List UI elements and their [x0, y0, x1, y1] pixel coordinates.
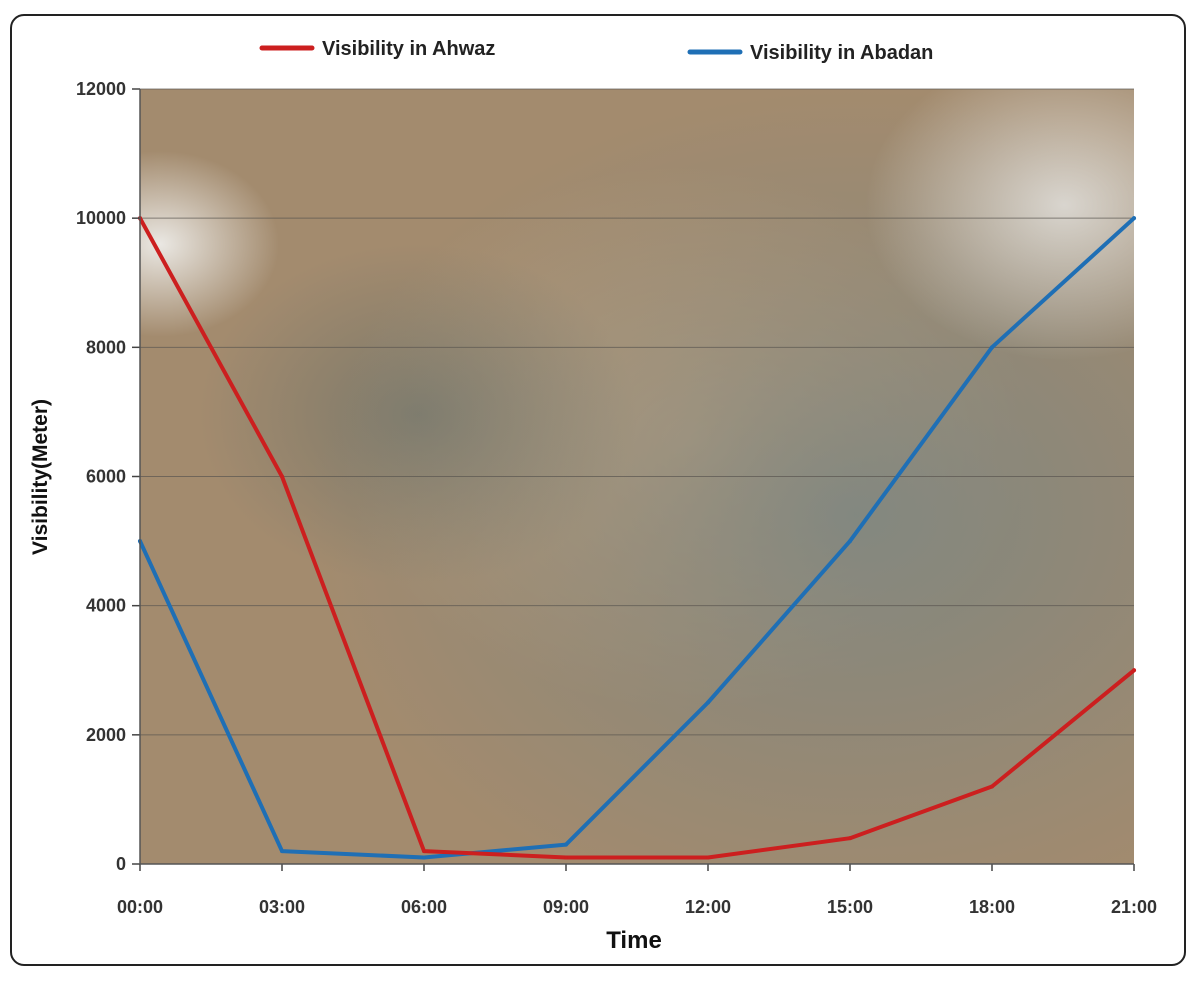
data-point-visibility-in-ahwaz [280, 474, 284, 479]
x-tick-label: 03:00 [259, 897, 305, 917]
y-tick-label: 10000 [76, 208, 126, 228]
y-tick-label: 2000 [86, 725, 126, 745]
y-tick-label: 8000 [86, 337, 126, 357]
y-tick-label: 0 [116, 854, 126, 874]
data-point-visibility-in-abadan [706, 700, 710, 705]
x-tick-label: 00:00 [117, 897, 163, 917]
x-tick-label: 15:00 [827, 897, 873, 917]
series-line-visibility-in-ahwaz [138, 216, 1136, 860]
y-axis-title: Visibility(Meter) [29, 399, 52, 555]
data-point-visibility-in-abadan [280, 849, 284, 854]
x-tick-label: 18:00 [969, 897, 1015, 917]
legend: Visibility in Ahwaz Visibility in Abadan [259, 38, 933, 64]
data-point-visibility-in-ahwaz [990, 784, 994, 789]
x-axis-ticks: 00:00 03:00 06:00 09:00 12:00 15:00 18:00 21:00 [117, 89, 1157, 917]
series-layer [138, 216, 1136, 860]
data-point-visibility-in-abadan [564, 842, 568, 847]
data-point-visibility-in-ahwaz [706, 855, 710, 860]
data-point-visibility-in-abadan [848, 539, 852, 544]
data-point-visibility-in-abadan [1132, 216, 1136, 221]
series-line-visibility-in-abadan [138, 216, 1136, 860]
y-axis-ticks: 0 2000 4000 6000 8000 10000 12000 [76, 79, 140, 874]
data-point-visibility-in-ahwaz [564, 855, 568, 860]
legend-label: Visibility in Abadan [750, 42, 933, 64]
y-tick-label: 12000 [76, 79, 126, 99]
data-point-visibility-in-abadan [422, 855, 426, 860]
x-tick-label: 12:00 [685, 897, 731, 917]
y-tick-label: 6000 [86, 467, 126, 487]
data-point-visibility-in-ahwaz [848, 836, 852, 841]
y-tick-label: 4000 [86, 596, 126, 616]
data-point-visibility-in-ahwaz [1132, 668, 1136, 673]
x-axis-title: Time [606, 927, 662, 954]
x-tick-label: 06:00 [401, 897, 447, 917]
x-tick-label: 21:00 [1111, 897, 1157, 917]
legend-label: Visibility in Ahwaz [322, 38, 495, 60]
x-tick-label: 09:00 [543, 897, 589, 917]
data-point-visibility-in-abadan [990, 345, 994, 350]
data-point-visibility-in-ahwaz [422, 849, 426, 854]
